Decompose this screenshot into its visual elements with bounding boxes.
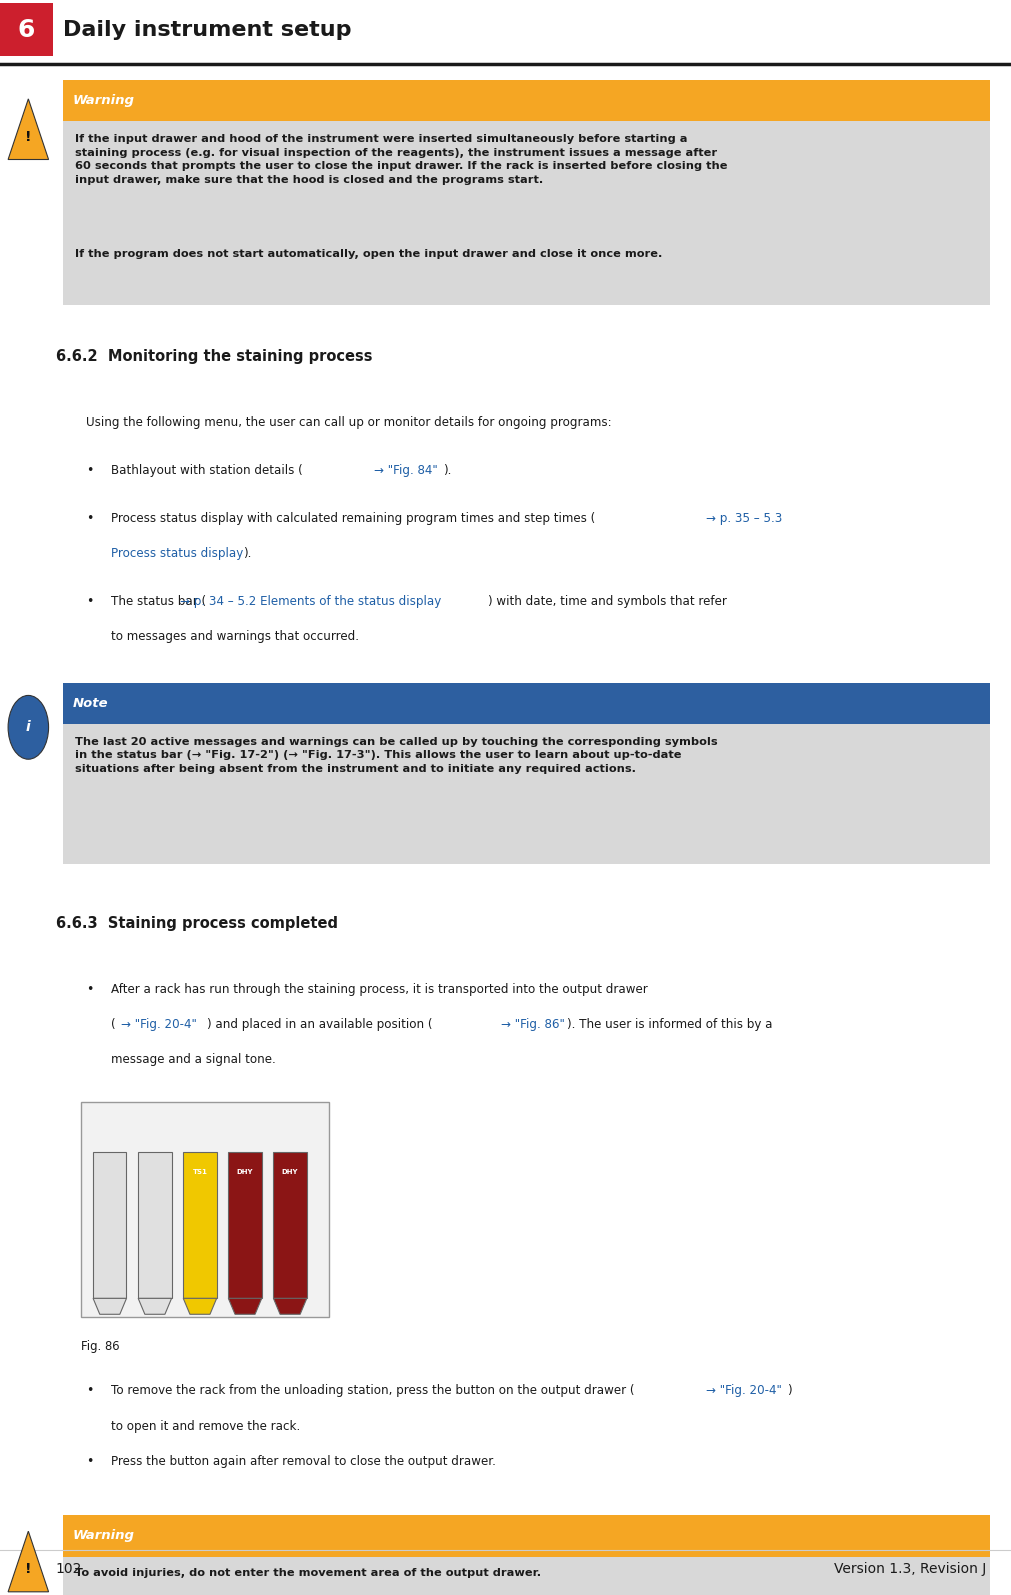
Polygon shape: [93, 1298, 126, 1314]
FancyBboxPatch shape: [139, 1152, 172, 1298]
Text: to messages and warnings that occurred.: to messages and warnings that occurred.: [111, 630, 359, 643]
Text: Warning: Warning: [73, 94, 134, 107]
Text: The status bar (: The status bar (: [111, 595, 206, 608]
Circle shape: [8, 695, 49, 759]
Text: ).: ).: [443, 464, 451, 477]
Text: If the program does not start automatically, open the input drawer and close it : If the program does not start automatica…: [75, 249, 661, 258]
Text: DHY: DHY: [237, 1169, 253, 1176]
Text: ) and placed in an available position (: ) and placed in an available position (: [207, 1018, 433, 1030]
FancyBboxPatch shape: [63, 724, 989, 864]
Text: ).: ).: [243, 547, 251, 560]
FancyBboxPatch shape: [81, 1102, 329, 1317]
Text: To remove the rack from the unloading station, press the button on the output dr: To remove the rack from the unloading st…: [111, 1384, 634, 1397]
Text: •: •: [86, 464, 93, 477]
FancyBboxPatch shape: [93, 1152, 126, 1298]
Text: TS1: TS1: [192, 1169, 207, 1176]
Text: To avoid injuries, do not enter the movement area of the output drawer.: To avoid injuries, do not enter the move…: [75, 1568, 541, 1577]
Text: Using the following menu, the user can call up or monitor details for ongoing pr: Using the following menu, the user can c…: [86, 416, 611, 429]
Text: message and a signal tone.: message and a signal tone.: [111, 1053, 276, 1065]
Text: Version 1.3, Revision J: Version 1.3, Revision J: [834, 1563, 986, 1576]
FancyBboxPatch shape: [273, 1152, 306, 1298]
Text: 102: 102: [56, 1563, 82, 1576]
Text: •: •: [86, 595, 93, 608]
Text: → "Fig. 20-4": → "Fig. 20-4": [121, 1018, 197, 1030]
FancyBboxPatch shape: [183, 1152, 216, 1298]
Polygon shape: [183, 1298, 216, 1314]
Text: !: !: [25, 1563, 31, 1576]
Text: ). The user is informed of this by a: ). The user is informed of this by a: [566, 1018, 771, 1030]
Text: 6.6.2  Monitoring the staining process: 6.6.2 Monitoring the staining process: [56, 349, 372, 364]
Text: i: i: [26, 721, 30, 734]
Polygon shape: [273, 1298, 306, 1314]
Polygon shape: [228, 1298, 262, 1314]
FancyBboxPatch shape: [63, 80, 989, 121]
Text: •: •: [86, 983, 93, 995]
Polygon shape: [8, 1531, 49, 1592]
Text: → "Fig. 20-4": → "Fig. 20-4": [706, 1384, 782, 1397]
Text: Fig. 86: Fig. 86: [81, 1340, 119, 1353]
Text: •: •: [86, 1384, 93, 1397]
Text: !: !: [25, 131, 31, 144]
Text: 6: 6: [17, 18, 35, 41]
Text: Process status display: Process status display: [111, 547, 244, 560]
Text: to open it and remove the rack.: to open it and remove the rack.: [111, 1420, 300, 1432]
Polygon shape: [139, 1298, 172, 1314]
Polygon shape: [8, 99, 49, 160]
Text: Press the button again after removal to close the output drawer.: Press the button again after removal to …: [111, 1455, 495, 1467]
Text: → "Fig. 86": → "Fig. 86": [500, 1018, 564, 1030]
Text: Process status display with calculated remaining program times and step times (: Process status display with calculated r…: [111, 512, 595, 525]
FancyBboxPatch shape: [0, 3, 53, 56]
Text: DHY: DHY: [282, 1169, 298, 1176]
Text: The last 20 active messages and warnings can be called up by touching the corres: The last 20 active messages and warnings…: [75, 737, 717, 774]
Text: •: •: [86, 1455, 93, 1467]
Text: After a rack has run through the staining process, it is transported into the ou: After a rack has run through the stainin…: [111, 983, 647, 995]
FancyBboxPatch shape: [63, 683, 989, 724]
Text: ) with date, time and symbols that refer: ) with date, time and symbols that refer: [487, 595, 726, 608]
FancyBboxPatch shape: [63, 1557, 989, 1595]
Text: (: (: [111, 1018, 116, 1030]
Text: → "Fig. 84": → "Fig. 84": [374, 464, 438, 477]
Text: Daily instrument setup: Daily instrument setup: [63, 19, 351, 40]
FancyBboxPatch shape: [228, 1152, 262, 1298]
Text: •: •: [86, 512, 93, 525]
Text: → p. 35 – 5.3: → p. 35 – 5.3: [706, 512, 782, 525]
FancyBboxPatch shape: [63, 1515, 989, 1557]
Text: Warning: Warning: [73, 1530, 134, 1542]
Text: → p. 34 – 5.2 Elements of the status display: → p. 34 – 5.2 Elements of the status dis…: [180, 595, 441, 608]
Text: Bathlayout with station details (: Bathlayout with station details (: [111, 464, 302, 477]
Text: ): ): [787, 1384, 792, 1397]
Text: Note: Note: [73, 697, 108, 710]
FancyBboxPatch shape: [63, 121, 989, 305]
Text: 6.6.3  Staining process completed: 6.6.3 Staining process completed: [56, 916, 338, 930]
Text: If the input drawer and hood of the instrument were inserted simultaneously befo: If the input drawer and hood of the inst…: [75, 134, 727, 185]
